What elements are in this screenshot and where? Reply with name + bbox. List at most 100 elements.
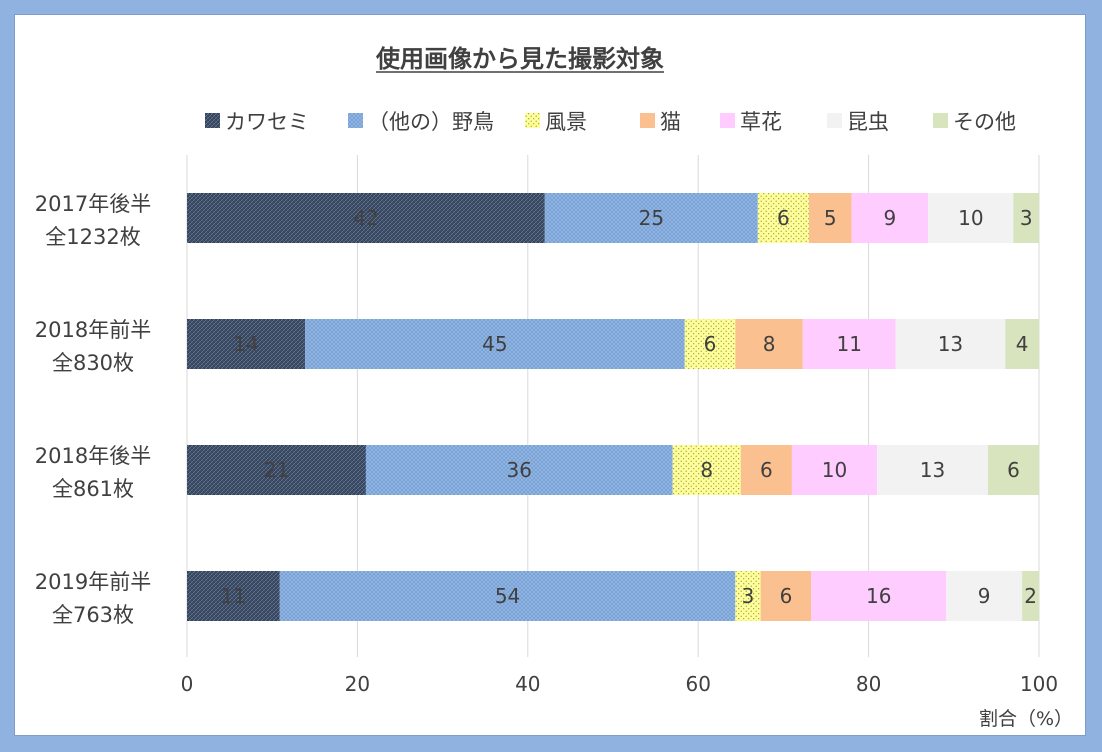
bar-segment [987,445,1039,495]
x-tick-label: 0 [181,672,194,696]
data-label: 6 [1007,458,1020,482]
legend-swatch [720,113,735,128]
legend-label: 風景 [545,110,587,134]
category-label: 全830枚 [52,351,134,375]
data-label: 6 [777,206,790,230]
data-label: 14 [233,332,258,356]
chart-title-group: 使用画像から見た撮影対象 [375,45,664,73]
bar-segment [808,193,852,243]
category-label: 2019年前半 [35,570,151,594]
x-tick-label: 100 [1020,672,1058,696]
legend-item: 草花 [720,110,782,134]
legend-item: 昆虫 [827,110,889,134]
chart-frame: 使用画像から見た撮影対象 カワセミ （他の）野鳥 風景猫草花 昆虫 その他 42 25 6 5… [14,14,1086,736]
data-label: 54 [495,584,520,608]
legend-swatch [933,113,948,128]
data-label: 4 [1016,332,1029,356]
bar-segment [735,571,761,621]
bar-segment [760,571,812,621]
data-label: 6 [780,584,793,608]
bar-segment [946,571,1023,621]
bar-segment [895,319,1006,369]
legend-swatch [348,113,363,128]
bar-segment [305,319,685,369]
legend-swatch [640,113,655,128]
legend-swatch [827,113,842,128]
legend-label: その他 [953,110,1016,134]
legend: カワセミ （他の）野鳥 風景 猫 草花 昆虫 その他 [205,110,1016,134]
legend-item: （他の）野鳥 [348,110,494,134]
bar-segment [877,445,988,495]
bar-segment [187,193,545,243]
data-label: 6 [704,332,717,356]
bar-segment [187,571,280,621]
chart-title: 使用画像から見た撮影対象 [375,45,664,73]
data-label: 42 [353,206,378,230]
data-label: 8 [763,332,776,356]
x-tick-label: 60 [685,672,710,696]
bar-segment [1013,193,1039,243]
bar-segment [187,445,366,495]
data-label: 21 [264,458,289,482]
data-label: 16 [866,584,891,608]
legend-swatch [525,113,540,128]
category-label: 全1232枚 [45,225,140,249]
bar-segment [851,193,929,243]
legend-label: 草花 [740,110,782,134]
bar-segment [740,445,792,495]
data-label: 8 [700,458,713,482]
category-label: 2018年前半 [35,318,151,342]
legend-item: 風景 [525,110,587,134]
x-tick-label: 40 [515,672,540,696]
x-axis-title: 割合（%） [979,708,1073,730]
data-label: 25 [639,206,664,230]
legend-swatch [205,113,220,128]
data-label: 3 [1020,206,1033,230]
data-label: 2 [1024,584,1037,608]
legend-label: 昆虫 [847,110,889,134]
legend-label: （他の）野鳥 [368,110,494,134]
data-label: 5 [824,206,837,230]
data-label: 10 [958,206,983,230]
bar-segment [735,319,803,369]
bar-segment [544,193,758,243]
legend-item: その他 [933,110,1016,134]
bar-segment [1022,571,1039,621]
legend-label: 猫 [660,110,681,134]
x-axis-ticks: 0 20 40 60 80 100 [181,672,1058,696]
bar-segment [802,319,896,369]
data-label: 36 [507,458,532,482]
x-tick-label: 80 [856,672,881,696]
category-label: 全861枚 [52,477,134,501]
legend-label: カワセミ [225,110,309,134]
bars [187,193,1039,621]
bar-segment [791,445,878,495]
bar-segment [684,319,736,369]
bar-segment [811,571,947,621]
x-tick-label: 20 [345,672,370,696]
bar-segment [279,571,736,621]
bar-segment [365,445,673,495]
data-label: 45 [482,332,507,356]
bar-segment [187,319,306,369]
category-label: 2018年後半 [35,444,151,468]
bar-segment [928,193,1014,243]
bar-segment [1005,319,1039,369]
legend-item: 猫 [640,110,681,134]
data-label: 3 [742,584,755,608]
legend-item: カワセミ [205,110,309,134]
data-label: 11 [836,332,861,356]
data-label: 11 [221,584,246,608]
data-label: 10 [822,458,847,482]
stacked-bar-chart: 使用画像から見た撮影対象 カワセミ （他の）野鳥 風景猫草花 昆虫 その他 42 25 6 5… [35,45,1073,730]
data-label: 6 [760,458,773,482]
data-label: 9 [978,584,991,608]
category-label: 全763枚 [52,603,134,627]
data-labels: 42 25 6 5 9 10 314 45 6 8 11 13 421 36 8 6 10 13 611 54 3 6 16… [221,206,1037,608]
bar-segment [757,193,809,243]
data-label: 13 [920,458,945,482]
data-label: 9 [884,206,897,230]
category-label: 2017年後半 [35,192,151,216]
x-axis-title-group: 割合（%） [979,708,1073,730]
